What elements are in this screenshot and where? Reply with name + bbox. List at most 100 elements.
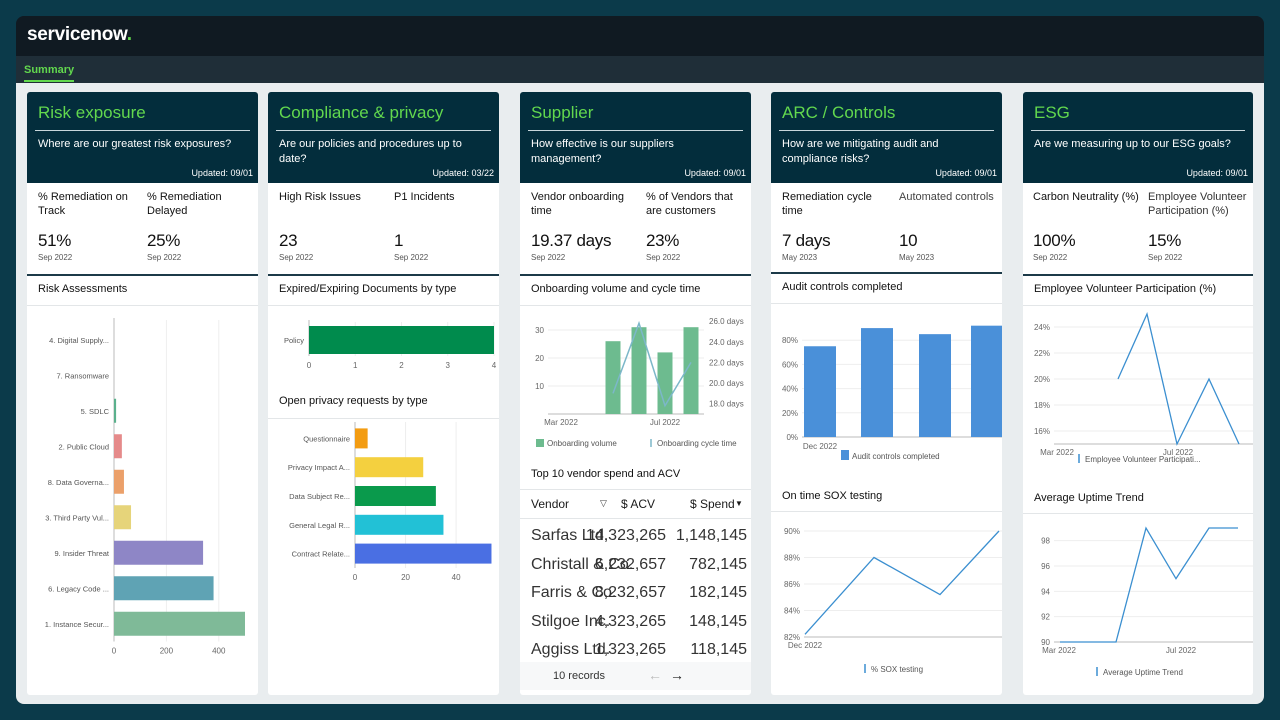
sub-navigation: Summary [16,56,1264,83]
acv-cell: 1,323,265 [594,641,666,658]
metric-remediation-delayed[interactable]: % Remediation Delayed 25% Sep 2022 [147,190,255,262]
x-tick-label: 4 [492,361,497,370]
card-question: Where are our greatest risk exposures? [38,138,232,150]
updated-date: Updated: 09/01 [1186,168,1248,178]
prev-page-icon[interactable]: ← [648,667,662,683]
y-tick-label: 60% [782,360,798,369]
app-window: servicenow. Summary Risk exposure Where … [16,16,1264,704]
sort-desc-icon[interactable]: ▼ [735,499,743,508]
bar [631,327,647,414]
table-row[interactable]: Farris & Co. 8,232,657 182,145 [520,577,751,605]
card-question: Are we measuring up to our ESG goals? [1034,138,1231,150]
metric-vendor-onboarding-time[interactable]: Vendor onboarding time 19.37 days Sep 20… [531,190,639,262]
metric-carbon-neutrality[interactable]: Carbon Neutrality (%) 100% Sep 2022 [1033,190,1141,262]
card-question: How are we mitigating audit and complian… [782,138,939,165]
metric-automated-controls[interactable]: Automated controls 10 May 2023 [899,190,999,262]
y-tick-label: 88% [784,554,800,563]
y-tick-label: 82% [784,633,800,642]
column-header-vendor[interactable]: Vendor [531,497,570,511]
metric-value: 19.37 days [531,231,612,250]
metric-value: 23 [279,231,298,250]
metric-period: Sep 2022 [646,253,681,262]
acv-cell: 14,323,265 [585,527,666,544]
divider [520,518,751,519]
section-title: Expired/Expiring Documents by type [279,283,457,295]
records-count: 10 records [553,670,605,682]
dashboard-content: Risk exposure Where are our greatest ris… [16,83,1264,704]
x-tick-label: 20 [401,573,410,582]
section-title: Average Uptime Trend [1034,492,1144,504]
metric-remediation-on-track[interactable]: % Remediation on Track 51% Sep 2022 [38,190,146,262]
card-header: Supplier How effective is our suppliers … [520,92,751,183]
category-label: General Legal R... [289,521,350,530]
card-title[interactable]: Risk exposure [38,103,146,122]
column-header-spend[interactable]: $ Spend [690,497,735,511]
bar [919,334,951,437]
y-tick-label: 24% [1034,323,1050,332]
y-tick-label: 98 [1041,537,1050,546]
table-row[interactable]: Aggiss Ltd. 1,323,265 118,145 [520,634,751,662]
legend-label: Average Uptime Trend [1103,668,1183,677]
bar [971,325,1002,437]
category-label: Contract Relate... [292,550,350,559]
metric-high-risk-issues[interactable]: High Risk Issues 23 Sep 2022 [279,190,387,262]
metric-label: Remediation cycle time [782,191,872,217]
metric-label: Employee Volunteer Participation (%) [1148,191,1247,217]
x-tick-label: Mar 2022 [1040,448,1074,457]
filter-icon[interactable]: ▽ [600,498,607,508]
card-question: Are our policies and procedures up to da… [279,138,462,165]
spend-cell: 148,145 [689,612,747,630]
updated-date: Updated: 09/01 [935,168,997,178]
category-label: 3. Third Party Vul... [45,513,109,522]
legend-swatch [536,439,544,447]
card-question: How effective is our suppliers managemen… [531,138,674,165]
y-tick-label: 20 [535,354,544,363]
next-page-icon[interactable]: → [670,667,684,683]
vendor-cell: Christall & Co. [531,555,634,573]
card-title[interactable]: Compliance & privacy [279,103,444,122]
category-label: 7. Ransomware [56,371,109,380]
onboarding-chart: 10 20 30 18.0 days 20.0 days 22.0 days 24.0 da… [535,317,744,448]
spend-cell: 182,145 [689,584,747,601]
metric-remediation-cycle-time[interactable]: Remediation cycle time 7 days May 2023 [782,190,890,262]
divider [771,511,1002,512]
column-header-acv[interactable]: $ ACV [621,497,656,511]
vendor-cell: Farris & Co. [531,584,617,601]
metric-label: P1 Incidents [394,191,455,203]
updated-date: Updated: 03/22 [432,168,494,178]
divider [1023,513,1253,514]
section-title: Employee Volunteer Participation (%) [1034,283,1217,295]
table-row[interactable]: Stilgoe Inc. 4,323,265 148,145 [520,606,751,634]
table-row[interactable]: Christall & Co. 6,232,657 782,145 [520,549,751,577]
y-tick-label: 80% [782,336,798,345]
top-bar: servicenow. [16,16,1264,56]
x-tick-label: Jul 2022 [1166,646,1197,655]
x-tick-label: 200 [160,647,174,656]
metric-period: May 2023 [899,253,935,262]
servicenow-logo[interactable]: servicenow. [27,24,132,45]
card-title[interactable]: Supplier [531,103,594,122]
tab-summary[interactable]: Summary [24,64,75,82]
metric-employee-volunteer[interactable]: Employee Volunteer Participation (%) 15%… [1148,190,1250,262]
bar [355,428,368,449]
card-title[interactable]: ARC / Controls [782,103,896,122]
x-tick-label: 0 [112,647,117,656]
y-tick-label: 94 [1041,587,1050,596]
updated-date: Updated: 09/01 [191,168,253,178]
metric-vendors-customers[interactable]: % of Vendors that are customers 23% Sep … [646,190,746,262]
y-tick-label: 22% [1034,349,1050,358]
expired-documents-chart: 0 1 2 3 4 Policy [284,320,497,370]
table-row[interactable]: Sarfas Ltd. 14,323,265 1,148,145 [520,520,751,548]
bar [114,505,132,530]
card-title[interactable]: ESG [1034,103,1070,122]
y2-tick-label: 26.0 days [709,317,744,326]
vendor-cell: Aggiss Ltd. [531,641,611,658]
section-separator [520,274,751,276]
metric-period: Sep 2022 [531,253,566,262]
spend-cell: 118,145 [690,641,747,658]
legend-label: % SOX testing [871,665,923,674]
section-separator [771,272,1002,274]
category-label: Policy [284,336,304,345]
legend-label: Onboarding cycle time [657,439,737,448]
metric-p1-incidents[interactable]: P1 Incidents 1 Sep 2022 [394,190,499,262]
